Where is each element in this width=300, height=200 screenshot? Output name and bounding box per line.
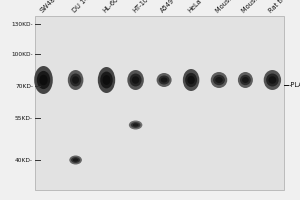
Ellipse shape xyxy=(37,71,50,89)
Ellipse shape xyxy=(133,123,139,127)
Ellipse shape xyxy=(159,75,170,85)
Ellipse shape xyxy=(157,73,172,87)
Ellipse shape xyxy=(129,120,142,130)
Ellipse shape xyxy=(103,75,110,85)
Ellipse shape xyxy=(215,77,223,83)
Ellipse shape xyxy=(34,66,53,94)
Ellipse shape xyxy=(130,73,142,86)
Ellipse shape xyxy=(264,70,281,90)
Text: Rat thymus: Rat thymus xyxy=(268,0,299,14)
Ellipse shape xyxy=(98,67,115,93)
Ellipse shape xyxy=(183,69,200,91)
Text: 130KD-: 130KD- xyxy=(11,21,33,26)
Text: 70KD-: 70KD- xyxy=(15,84,33,88)
Ellipse shape xyxy=(242,77,249,83)
Ellipse shape xyxy=(73,158,78,162)
Ellipse shape xyxy=(100,72,113,88)
Text: 100KD-: 100KD- xyxy=(11,51,33,56)
Text: -PLAUR: -PLAUR xyxy=(289,82,300,88)
Text: SW480: SW480 xyxy=(39,0,60,14)
Ellipse shape xyxy=(213,75,225,85)
Ellipse shape xyxy=(72,76,79,84)
Text: 40KD-: 40KD- xyxy=(15,158,33,162)
Ellipse shape xyxy=(266,73,279,86)
Ellipse shape xyxy=(268,76,276,84)
Text: Mouse lung: Mouse lung xyxy=(215,0,246,14)
Text: 55KD-: 55KD- xyxy=(15,116,33,120)
Text: A549: A549 xyxy=(160,0,176,14)
Text: HT-1080: HT-1080 xyxy=(131,0,155,14)
Ellipse shape xyxy=(131,122,140,128)
Ellipse shape xyxy=(71,157,80,163)
Ellipse shape xyxy=(240,75,251,85)
Ellipse shape xyxy=(39,75,48,85)
Ellipse shape xyxy=(68,70,83,90)
Ellipse shape xyxy=(185,73,197,87)
Ellipse shape xyxy=(127,70,144,90)
Ellipse shape xyxy=(69,156,82,164)
Ellipse shape xyxy=(211,72,227,88)
Ellipse shape xyxy=(161,77,167,83)
Ellipse shape xyxy=(238,72,253,88)
Text: Mouse thymus: Mouse thymus xyxy=(241,0,280,14)
Text: HeLa: HeLa xyxy=(187,0,203,14)
Text: DU 145: DU 145 xyxy=(71,0,93,14)
Ellipse shape xyxy=(70,73,81,86)
Ellipse shape xyxy=(132,76,139,84)
Bar xyxy=(34,16,284,190)
Ellipse shape xyxy=(188,76,195,84)
Text: HL-60: HL-60 xyxy=(102,0,120,14)
